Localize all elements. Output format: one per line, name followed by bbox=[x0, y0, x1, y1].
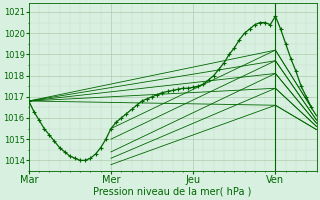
X-axis label: Pression niveau de la mer( hPa ): Pression niveau de la mer( hPa ) bbox=[93, 187, 252, 197]
